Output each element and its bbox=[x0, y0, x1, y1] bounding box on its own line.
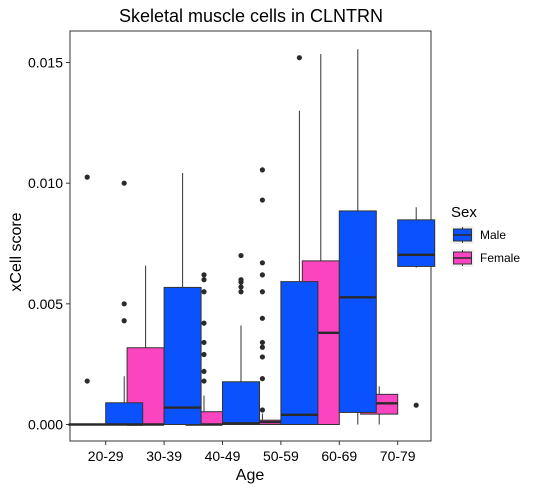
box-iqr bbox=[163, 286, 202, 425]
box-female-30-39 bbox=[126, 265, 165, 426]
y-axis-title: xCell score bbox=[8, 212, 25, 291]
outlier-point bbox=[201, 277, 207, 283]
outlier-point bbox=[259, 376, 265, 382]
outlier-point bbox=[84, 174, 90, 180]
outlier-point bbox=[259, 354, 265, 360]
outlier-point bbox=[201, 320, 207, 326]
outlier-point bbox=[259, 339, 265, 346]
box-iqr bbox=[397, 219, 436, 267]
x-tick-label: 30-39 bbox=[146, 448, 182, 464]
legend: Sex Male Female bbox=[451, 204, 520, 267]
outlier-point bbox=[259, 289, 265, 295]
y-tick-label: 0.010 bbox=[28, 175, 63, 191]
y-tick-label: 0.005 bbox=[28, 296, 63, 312]
outlier-point bbox=[201, 351, 207, 358]
box-iqr bbox=[338, 210, 377, 413]
x-tick-label: 20-29 bbox=[88, 448, 124, 464]
outlier-point bbox=[259, 167, 265, 173]
x-tick-label: 50-59 bbox=[263, 448, 299, 464]
box-male-20-29 bbox=[105, 180, 144, 426]
outlier-point bbox=[121, 318, 127, 324]
outlier-point bbox=[201, 368, 207, 375]
outlier-point bbox=[413, 402, 419, 408]
chart-title: Skeletal muscle cells in CLNTRN bbox=[119, 6, 383, 26]
x-axis: 20-29 30-39 40-49 50-59 60-69 70-79 bbox=[88, 441, 416, 464]
legend-label-male: Male bbox=[480, 228, 506, 242]
outlier-point bbox=[259, 315, 265, 321]
outlier-point bbox=[84, 378, 90, 384]
y-tick-label: 0.000 bbox=[28, 417, 63, 433]
outlier-point bbox=[201, 272, 207, 278]
legend-label-female: Female bbox=[480, 251, 520, 265]
y-axis: 0.000 0.005 0.010 0.015 bbox=[28, 55, 70, 433]
x-tick-label: 40-49 bbox=[205, 448, 241, 464]
box-male-60-69 bbox=[338, 49, 377, 425]
outlier-point bbox=[121, 180, 127, 186]
outlier-point bbox=[259, 197, 265, 203]
outlier-point bbox=[259, 407, 265, 413]
outlier-point bbox=[201, 378, 207, 384]
y-tick-label: 0.015 bbox=[28, 55, 63, 71]
box-female-20-29 bbox=[68, 174, 107, 426]
box-male-50-59 bbox=[280, 55, 319, 426]
outlier-point bbox=[238, 252, 244, 259]
box-iqr bbox=[105, 402, 144, 425]
box-iqr bbox=[222, 381, 260, 425]
x-tick-label: 70-79 bbox=[380, 448, 416, 464]
box-male-30-39 bbox=[163, 173, 202, 425]
box-layer bbox=[68, 49, 436, 426]
outlier-point bbox=[259, 272, 265, 278]
outlier-point bbox=[238, 277, 244, 283]
outlier-point bbox=[121, 301, 127, 307]
outlier-point bbox=[238, 289, 244, 295]
box-male-40-49 bbox=[222, 252, 260, 425]
outlier-point bbox=[296, 55, 302, 61]
box-male-70-79 bbox=[397, 207, 436, 408]
outlier-point bbox=[259, 344, 265, 350]
outlier-point bbox=[238, 284, 244, 290]
x-axis-title: Age bbox=[236, 467, 265, 484]
box-iqr bbox=[280, 281, 319, 426]
outlier-point bbox=[201, 339, 207, 346]
x-tick-label: 60-69 bbox=[321, 448, 357, 464]
outlier-point bbox=[259, 260, 265, 266]
outlier-point bbox=[201, 289, 207, 295]
legend-title: Sex bbox=[451, 204, 477, 221]
